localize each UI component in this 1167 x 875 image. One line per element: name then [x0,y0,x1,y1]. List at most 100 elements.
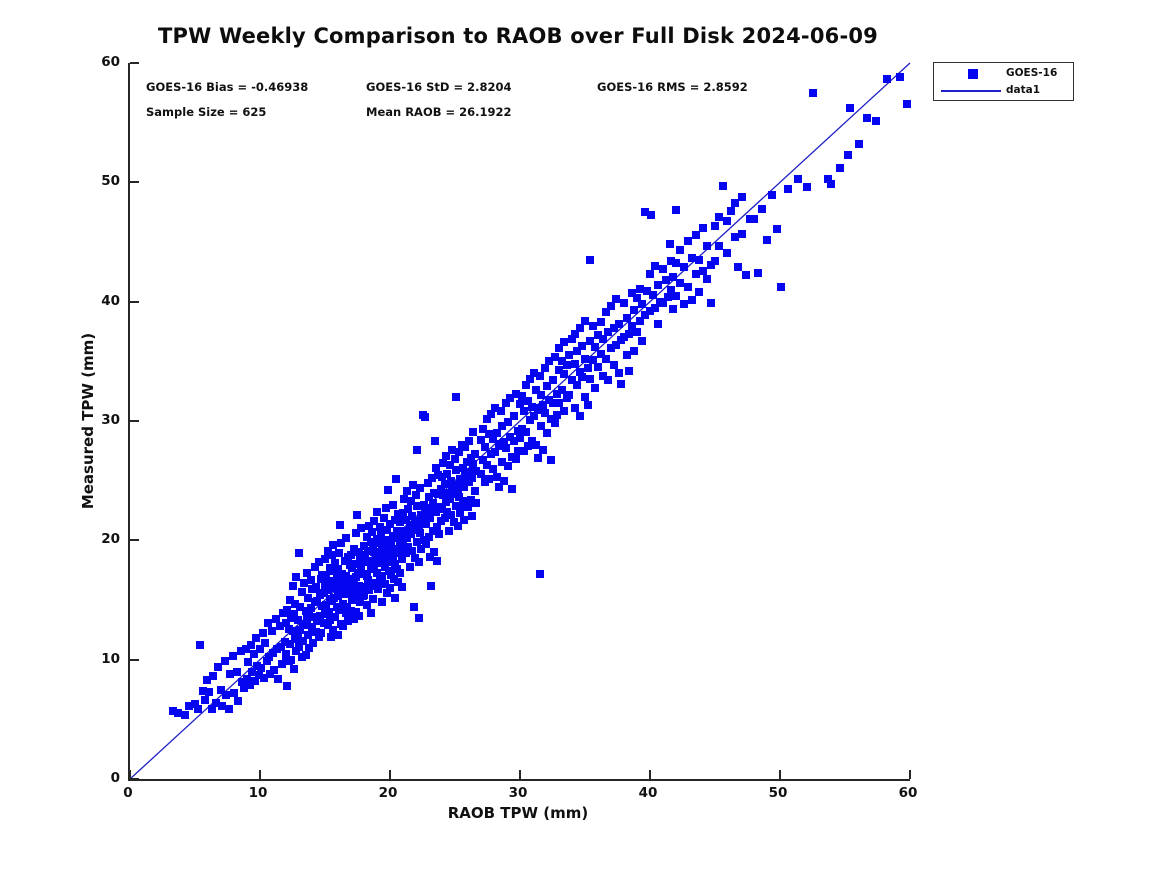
scatter-point [620,298,628,307]
scatter-point [362,600,371,609]
scatter-point [256,644,264,653]
scatter-point [393,510,402,519]
scatter-point [280,637,289,646]
scatter-point [434,489,443,498]
scatter-point [426,513,435,522]
y-tick-mark [130,181,139,184]
scatter-point [409,481,418,490]
scatter-point [588,356,597,365]
scatter-point [302,615,311,624]
x-tick-label: 30 [508,785,528,801]
scatter-point [646,307,654,316]
scatter-point [366,537,375,546]
scatter-point [672,259,680,268]
scatter-point [527,402,536,411]
scatter-point [396,568,405,577]
scatter-point [315,611,324,620]
scatter-point [440,480,449,489]
scatter-point [311,628,320,637]
scatter-point [583,401,592,410]
y-tick-label: 60 [101,54,120,70]
scatter-point [601,354,610,363]
y-tick-mark [130,539,139,542]
scatter-point [453,486,462,495]
y-tick-mark [130,778,139,780]
scatter-point [314,557,323,566]
scatter-point [703,274,712,283]
scatter-point [570,359,579,368]
scatter-point [375,538,384,547]
scatter-point [305,643,314,652]
scatter-point [422,519,431,528]
x-tick-mark [519,770,521,779]
scatter-point [599,371,608,380]
stat-std: GOES-16 StD = 2.8204 [366,80,512,94]
scatter-point [274,674,283,683]
scatter-point [669,272,678,281]
scatter-point [730,198,739,207]
scatter-point [328,625,337,634]
scatter-point [477,436,485,445]
scatter-point [523,396,532,405]
scatter-point [679,263,688,272]
scatter-point [453,522,462,530]
scatter-point [855,140,864,149]
scatter-point [502,399,511,408]
scatter-point [630,346,639,355]
scatter-point [295,642,303,651]
stat-rms: GOES-16 RMS = 2.8592 [597,80,748,94]
scatter-point [327,550,336,559]
scatter-point [357,524,366,533]
scatter-point [335,549,344,558]
scatter-point [640,208,649,217]
scatter-point [218,702,227,711]
scatter-point [387,539,396,548]
scatter-point [240,684,249,693]
scatter-point [336,538,345,547]
scatter-point [486,409,495,418]
scatter-point [581,354,589,363]
scatter-point [612,340,621,349]
scatter-point [367,609,376,618]
scatter-point [326,632,335,641]
scatter-point [500,438,509,447]
scatter-point [753,269,762,278]
scatter-point [521,427,530,436]
scatter-point [323,586,332,595]
scatter-point [328,541,337,550]
scatter-point [568,334,576,343]
scatter-point [335,520,344,529]
scatter-point [431,507,440,516]
scatter-point [492,473,501,482]
scatter-point [683,236,692,245]
legend-line-icon [941,90,1001,92]
scatter-point [445,494,454,503]
scatter-point [386,519,394,528]
scatter-point [412,490,420,499]
scatter-point [382,504,391,513]
scatter-point [742,271,751,280]
scatter-point [431,463,440,472]
scatter-point [882,74,891,83]
scatter-point [331,559,340,567]
scatter-point [196,641,205,650]
scatter-point [722,216,731,225]
scatter-point [432,556,441,565]
scatter-point [646,270,654,279]
scatter-point [443,469,452,478]
scatter-point [435,530,444,539]
scatter-point [388,554,397,563]
scatter-point [271,615,280,624]
scatter-point [601,308,610,317]
scatter-point [824,174,833,183]
stat-bias: GOES-16 Bias = -0.46938 [146,80,309,94]
scatter-point [354,548,363,557]
scatter-point [339,622,348,631]
scatter-point [298,636,307,645]
scatter-point [417,544,426,553]
scatter-point [609,360,618,369]
scatter-point [557,385,566,394]
scatter-point [547,456,556,465]
scatter-point [665,240,674,249]
scatter-point [551,352,560,361]
